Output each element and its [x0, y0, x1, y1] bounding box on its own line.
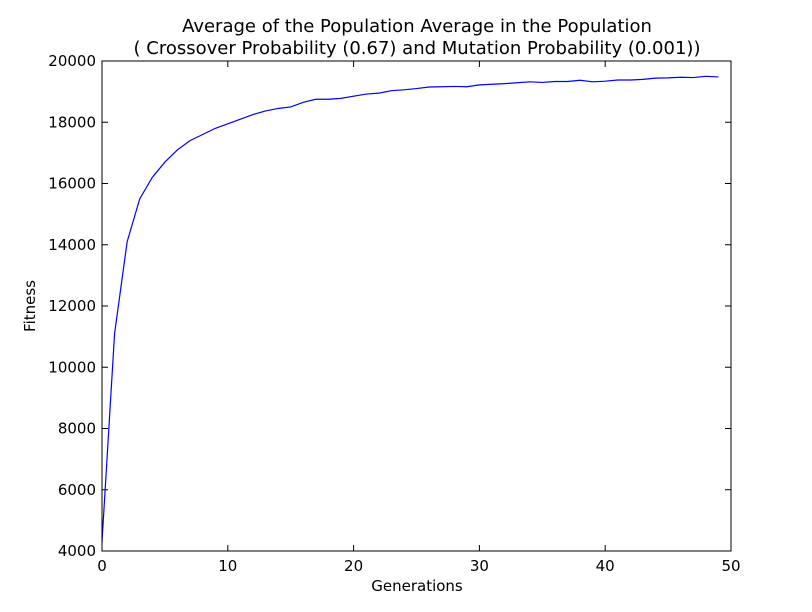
x-tick-label: 20: [344, 557, 363, 575]
y-tick-label: 16000: [48, 175, 96, 193]
y-tick-label: 20000: [48, 52, 96, 70]
chart-title: Average of the Population Average in the…: [182, 16, 652, 37]
y-tick-label: 4000: [58, 542, 96, 560]
x-tick-label: 50: [721, 557, 740, 575]
series-line: [101, 75, 719, 542]
y-tick-label: 18000: [48, 113, 96, 131]
y-tick-label: 12000: [48, 297, 96, 315]
y-tick-label: 6000: [58, 481, 96, 499]
x-tick-label: 0: [97, 557, 107, 575]
y-axis-ticks: 4000 6000 8000 10000 12000 14000 16000 18000 200…: [48, 52, 731, 560]
x-tick-label: 30: [470, 557, 489, 575]
y-tick-label: 10000: [48, 358, 96, 376]
y-tick-label: 14000: [48, 236, 96, 254]
plot-frame: [101, 60, 732, 552]
x-axis-label: Generations: [371, 577, 463, 595]
y-tick-label: 8000: [58, 420, 96, 438]
x-tick-label: 40: [596, 557, 615, 575]
x-tick-label: 10: [218, 557, 237, 575]
x-axis-ticks: 0 10 20 30 40 50: [97, 61, 741, 575]
y-axis-label: Fitness: [21, 280, 39, 332]
chart-subtitle: ( Crossover Probability (0.67) and Mutat…: [134, 38, 701, 59]
